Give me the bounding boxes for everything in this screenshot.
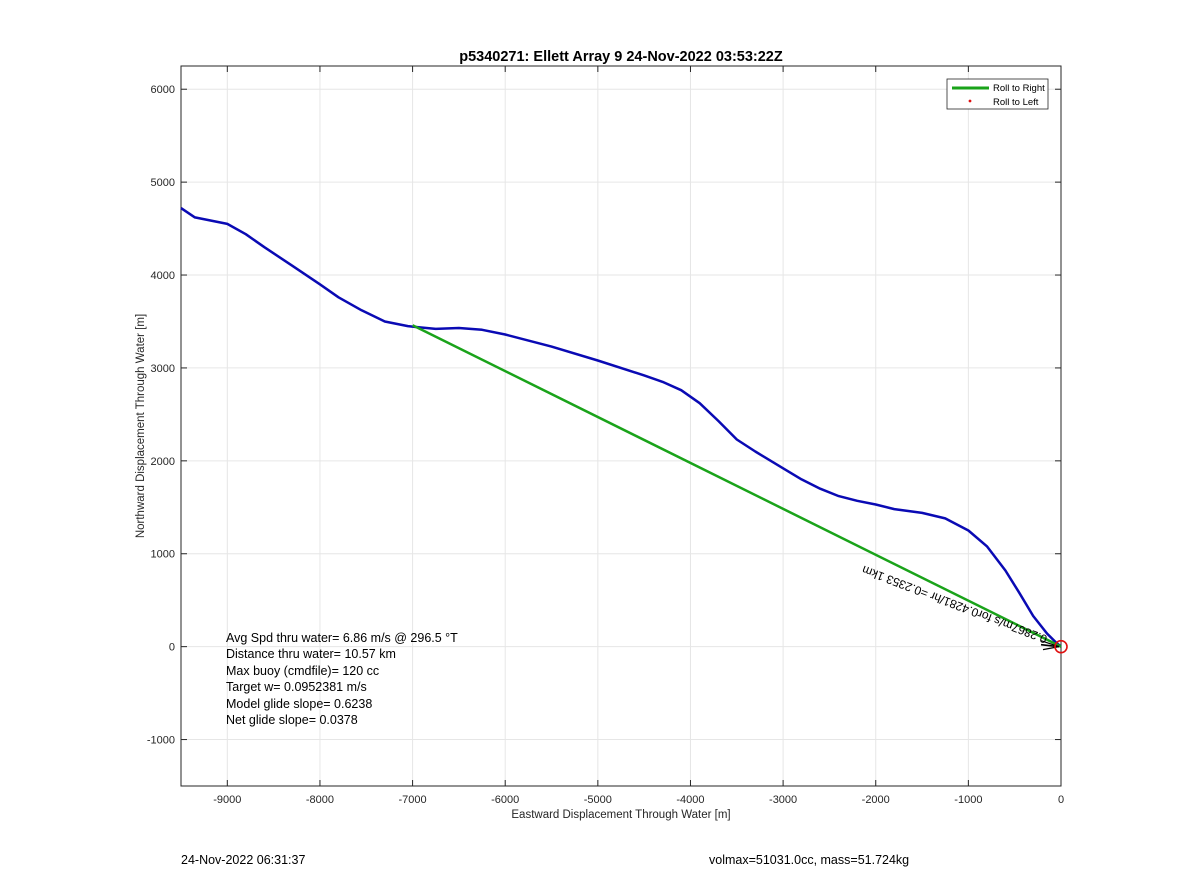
annotation-distance: Distance thru water= 10.57 km bbox=[226, 647, 396, 661]
x-tick-label: -7000 bbox=[399, 794, 427, 806]
footer-timestamp: 24-Nov-2022 06:31:37 bbox=[181, 853, 305, 867]
legend-label-roll-right: Roll to Right bbox=[993, 83, 1045, 94]
footer-mass-info: volmax=51031.0cc, mass=51.724kg bbox=[709, 853, 909, 867]
chart-title: p5340271: Ellett Array 9 24-Nov-2022 03:… bbox=[459, 49, 783, 65]
roll-right-line bbox=[412, 324, 1062, 648]
x-tick-label: -6000 bbox=[491, 794, 519, 806]
series-group bbox=[180, 207, 1068, 654]
end-position-marker bbox=[1054, 639, 1068, 654]
legend-label-roll-left: Roll to Left bbox=[993, 97, 1039, 108]
y-tick-label: 2000 bbox=[151, 456, 175, 468]
legend-dot-roll-left bbox=[968, 99, 972, 103]
axes-frame bbox=[180, 65, 1062, 787]
y-tick-label: 3000 bbox=[151, 363, 175, 375]
annotation-avg-speed: Avg Spd thru water= 6.86 m/s @ 296.5 °T bbox=[226, 631, 458, 645]
velocity-arrow bbox=[1042, 646, 1060, 651]
annotation-block: Avg Spd thru water= 6.86 m/s @ 296.5 °T … bbox=[226, 631, 458, 727]
y-tick-label: 0 bbox=[169, 642, 175, 654]
annotation-net-glide: Net glide slope= 0.0378 bbox=[226, 713, 358, 727]
y-tick-label: 4000 bbox=[151, 270, 175, 282]
annotation-target-w: Target w= 0.0952381 m/s bbox=[226, 680, 367, 694]
y-axis-label: Northward Displacement Through Water [m] bbox=[135, 314, 147, 538]
y-tick-label: 5000 bbox=[151, 177, 175, 189]
legend: Roll to Right Roll to Left bbox=[946, 78, 1049, 110]
x-tick-label: -9000 bbox=[213, 794, 241, 806]
grid-lines bbox=[181, 66, 1062, 786]
annotation-model-glide: Model glide slope= 0.6238 bbox=[226, 697, 372, 711]
x-axis-label: Eastward Displacement Through Water [m] bbox=[511, 809, 730, 821]
x-tick-label: -1000 bbox=[954, 794, 982, 806]
x-tick-label: -5000 bbox=[584, 794, 612, 806]
track-line bbox=[180, 207, 1062, 648]
y-tick-label: 6000 bbox=[151, 84, 175, 96]
x-tick-label: 0 bbox=[1058, 794, 1064, 806]
legend-box bbox=[946, 78, 1049, 110]
speed-distance-label: 0.2867m/s for0.4281/hr =0.2353 1km bbox=[860, 563, 1049, 647]
annotation-max-buoy: Max buoy (cmdfile)= 120 cc bbox=[226, 664, 379, 678]
velocity-arrow bbox=[1040, 640, 1060, 648]
x-tick-label: -4000 bbox=[676, 794, 704, 806]
x-tick-label: -2000 bbox=[862, 794, 890, 806]
y-tick-label: 1000 bbox=[151, 549, 175, 561]
axis-ticks: -9000 -8000 -7000 -6000 -5000 -4000 -3000 -2000… bbox=[147, 66, 1064, 806]
y-tick-label: -1000 bbox=[147, 735, 175, 747]
velocity-arrow bbox=[1040, 643, 1060, 648]
x-tick-label: -8000 bbox=[306, 794, 334, 806]
x-tick-label: -3000 bbox=[769, 794, 797, 806]
